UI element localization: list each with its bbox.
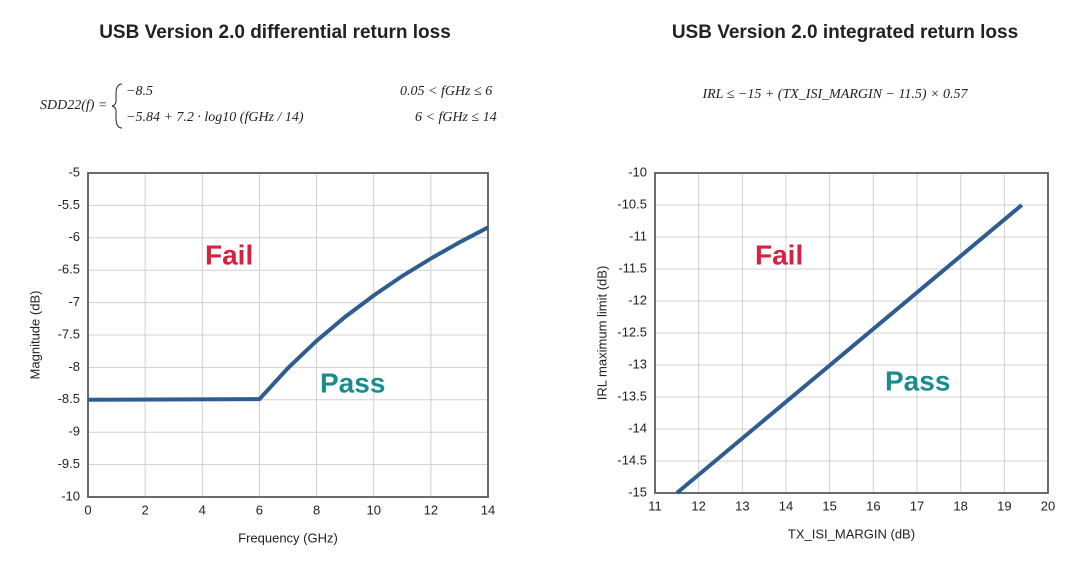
x-axis-label: Frequency (GHz) (238, 530, 338, 545)
x-tick-label: 2 (142, 502, 149, 517)
annotation: Pass (885, 365, 950, 396)
x-tick-label: 12 (424, 502, 438, 517)
x-tick-label: 12 (691, 498, 705, 513)
chart-title: USB Version 2.0 integrated return loss (672, 22, 1018, 43)
formula: 6 < fGHz ≤ 14 (415, 110, 497, 125)
x-tick-label: 17 (910, 498, 924, 513)
y-tick-label: -9.5 (58, 456, 80, 471)
y-tick-label: -12.5 (617, 324, 647, 339)
x-tick-label: 6 (256, 502, 263, 517)
annotation: Pass (320, 367, 385, 398)
y-tick-label: -10 (628, 164, 647, 179)
y-axis-label: IRL maximum limit (dB) (594, 266, 609, 401)
y-tick-label: -7.5 (58, 326, 80, 341)
formula: −8.5 (126, 84, 153, 99)
y-axis-label: Magnitude (dB) (27, 291, 42, 380)
x-tick-label: 11 (648, 498, 662, 513)
data-line (87, 225, 489, 402)
y-tick-label: -6 (68, 229, 80, 244)
y-tick-label: -14 (628, 420, 647, 435)
y-tick-label: -7 (68, 294, 80, 309)
formula: IRL ≤ −15 + (TX_ISI_MARGIN − 11.5) × 0.5… (701, 87, 968, 102)
y-tick-label: -8.5 (58, 391, 80, 406)
annotation: Fail (755, 239, 803, 270)
x-tick-label: 14 (779, 498, 793, 513)
formula: 0.05 < fGHz ≤ 6 (400, 84, 492, 99)
y-tick-label: -15 (628, 484, 647, 499)
y-tick-label: -8 (68, 359, 80, 374)
y-tick-label: -10 (61, 488, 80, 503)
x-tick-label: 18 (953, 498, 967, 513)
y-tick-label: -9 (68, 424, 80, 439)
x-tick-label: 10 (366, 502, 380, 517)
y-tick-label: -10.5 (617, 196, 647, 211)
chart-title: USB Version 2.0 differential return loss (99, 22, 451, 43)
brace (111, 83, 123, 129)
x-tick-label: 19 (997, 498, 1011, 513)
y-tick-label: -5 (68, 164, 80, 179)
plot-border (87, 172, 489, 498)
formula: −5.84 + 7.2 · log10 (fGHz / 14) (126, 110, 304, 125)
formula: SDD22(f) = (40, 98, 107, 113)
plot-border (654, 172, 1049, 494)
x-axis-label: TX_ISI_MARGIN (dB) (788, 526, 915, 541)
x-tick-label: 14 (481, 502, 495, 517)
y-tick-label: -14.5 (617, 452, 647, 467)
x-tick-label: 8 (313, 502, 320, 517)
x-tick-label: 16 (866, 498, 880, 513)
x-tick-label: 15 (822, 498, 836, 513)
x-tick-label: 13 (735, 498, 749, 513)
data-line (675, 203, 1024, 495)
annotation: Fail (205, 239, 253, 270)
x-tick-label: 20 (1041, 498, 1055, 513)
x-tick-label: 4 (199, 502, 206, 517)
y-tick-label: -11 (629, 228, 647, 243)
x-tick-label: 0 (84, 502, 91, 517)
y-tick-label: -6.5 (58, 262, 80, 277)
y-tick-label: -5.5 (58, 197, 80, 212)
y-tick-label: -12 (628, 292, 647, 307)
y-tick-label: -13 (628, 356, 647, 371)
y-tick-label: -11.5 (618, 260, 647, 275)
y-tick-label: -13.5 (617, 388, 647, 403)
